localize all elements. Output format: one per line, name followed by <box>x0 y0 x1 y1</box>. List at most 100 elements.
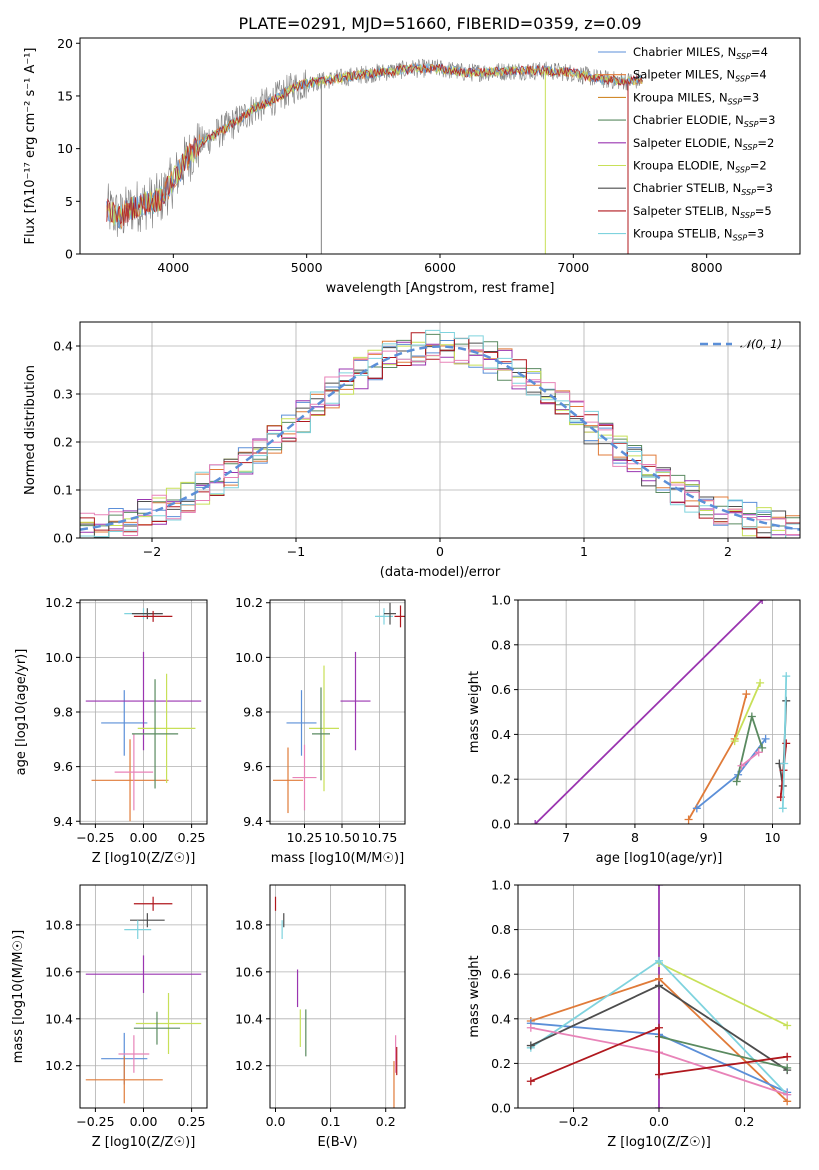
x-axis-label: (data-model)/error <box>380 565 501 580</box>
y-tick-label: 0.4 <box>53 339 73 354</box>
weight-marker <box>758 743 767 752</box>
histogram-series <box>80 349 800 536</box>
weight-marker <box>783 1090 792 1099</box>
weight-marker <box>692 804 701 813</box>
y-tick-label: 0.1 <box>53 483 73 498</box>
x-tick-label: 10.25 <box>287 830 323 845</box>
weight-marker <box>782 672 791 681</box>
x-tick-label: 1 <box>580 544 588 559</box>
x-tick-label: 6000 <box>424 260 456 275</box>
x-tick-label: 10.75 <box>362 830 398 845</box>
x-tick-label: −0.25 <box>76 830 114 845</box>
gaussian-curve <box>80 345 800 531</box>
weight-line <box>733 682 761 742</box>
legend-label: Kroupa MILES, NSSP=3 <box>633 90 759 106</box>
weight-marker <box>754 748 763 757</box>
x-axis-label: Z [log10(Z/Z☉)] <box>92 1135 196 1150</box>
x-tick-label: 4000 <box>157 260 189 275</box>
x-axis-label: E(B-V) <box>317 1135 357 1150</box>
y-tick-label: 9.4 <box>243 814 263 829</box>
x-tick-label: 0.00 <box>130 830 158 845</box>
y-axis-label: mass weight <box>467 955 482 1037</box>
y-tick-label: 0.2 <box>491 772 511 787</box>
y-tick-label: 10.2 <box>45 595 73 610</box>
y-tick-label: 0.2 <box>491 1056 511 1071</box>
weight-marker <box>655 1070 663 1079</box>
y-tick-label: 20 <box>57 36 73 51</box>
legend-label: 𝒩(0, 1) <box>740 337 782 351</box>
y-tick-label: 10.8 <box>45 917 73 932</box>
y-tick-label: 10.2 <box>45 1058 73 1073</box>
weight-series <box>526 885 792 1108</box>
weight-line <box>658 962 788 1027</box>
y-axis-label: Normed distribution <box>23 365 38 495</box>
x-tick-label: −0.25 <box>76 1114 114 1129</box>
x-tick-label: 10 <box>765 830 781 845</box>
spectrum-frame <box>79 37 801 255</box>
weight-marker <box>655 974 663 983</box>
x-tick-label: 5000 <box>291 260 323 275</box>
y-tick-label: 5 <box>65 194 73 209</box>
y-tick-label: 10.4 <box>45 1011 73 1026</box>
weight-line <box>740 751 760 767</box>
x-tick-label: 9 <box>700 830 708 845</box>
mass_weight_vs_Z-frame <box>517 884 801 1109</box>
weight-marker <box>684 815 693 824</box>
y-tick-label: 10.2 <box>235 1058 263 1073</box>
x-tick-label: 0.0 <box>266 1114 286 1129</box>
y-tick-label: 1.0 <box>491 878 511 893</box>
x-tick-label: 10.50 <box>324 830 360 845</box>
x-tick-label: 0.2 <box>376 1114 396 1129</box>
x-axis-label: wavelength [Angstrom, rest frame] <box>326 281 555 296</box>
x-tick-label: 7000 <box>557 260 589 275</box>
x-tick-label: 0 <box>436 544 444 559</box>
weight-marker <box>531 820 540 824</box>
legend-label: Salpeter STELIB, NSSP=5 <box>633 204 772 220</box>
histogram-series <box>80 329 800 538</box>
weight-marker <box>783 1052 792 1061</box>
y-tick-label: 10.6 <box>45 964 73 979</box>
weight-marker <box>783 1097 792 1106</box>
weight-line <box>530 1026 788 1083</box>
y-tick-label: 9.6 <box>53 759 73 774</box>
weight-marker <box>783 1021 792 1030</box>
x-tick-label: −2 <box>143 544 161 559</box>
weight-line <box>534 600 763 824</box>
y-tick-label: 10.2 <box>235 595 263 610</box>
y-tick-label: 0.8 <box>491 637 511 652</box>
histogram-series <box>80 332 800 538</box>
y-tick-label: 0.0 <box>491 1101 511 1116</box>
weight-line <box>658 1035 788 1069</box>
weight-marker <box>783 1063 792 1072</box>
legend-label: Kroupa ELODIE, NSSP=2 <box>633 159 767 175</box>
x-axis-label: mass [log10(M/M☉)] <box>271 851 404 866</box>
legend-label: Kroupa STELIB, NSSP=3 <box>633 227 764 243</box>
x-tick-label: 2 <box>724 544 732 559</box>
x-tick-label: 0.0 <box>649 1114 669 1129</box>
y-tick-label: 0 <box>65 247 73 262</box>
weight-marker <box>655 1104 663 1108</box>
x-tick-label: 0.1 <box>321 1114 341 1129</box>
mass_weight_vs_age-frame <box>517 599 801 825</box>
weight-marker <box>655 956 663 965</box>
weight-marker <box>526 1077 535 1086</box>
weight-marker <box>655 885 663 889</box>
x-tick-label: 8 <box>631 830 639 845</box>
weight-marker <box>747 712 756 721</box>
legend-label: Salpeter ELODIE, NSSP=2 <box>633 136 774 152</box>
y-tick-label: 0.3 <box>53 387 73 402</box>
x-axis-label: age [log10(age/yr)] <box>596 851 723 866</box>
weight-marker <box>526 1041 535 1050</box>
weight-marker <box>732 777 741 786</box>
weight-line <box>696 738 767 809</box>
y-tick-label: 15 <box>57 88 73 103</box>
age_vs_Z-frame <box>79 599 208 825</box>
spectrum-lines <box>106 58 643 254</box>
weight-marker <box>756 678 765 687</box>
weight-marker <box>737 761 746 770</box>
y-axis-label: mass [log10(M/M☉)] <box>11 930 26 1063</box>
y-tick-label: 0.0 <box>491 817 511 832</box>
y-tick-label: 10.6 <box>235 964 263 979</box>
errorbars <box>273 602 405 814</box>
